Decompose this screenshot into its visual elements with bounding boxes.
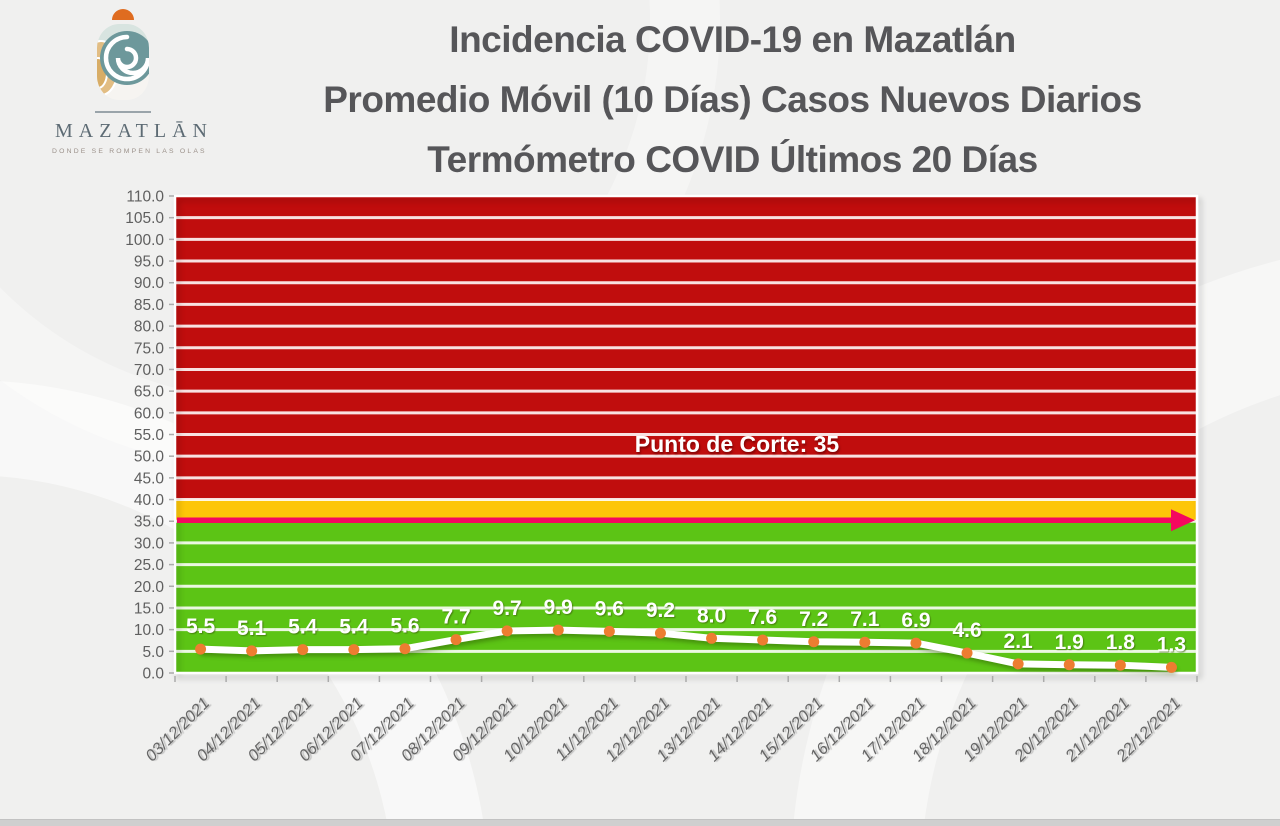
data-label: 9.6 [595,597,624,620]
data-point [501,625,513,637]
y-tick-label: 105.0 [125,210,164,227]
data-point [1114,659,1126,671]
data-label: 5.5 [186,615,216,638]
data-label: 4.6 [952,619,981,642]
data-point [1012,658,1024,670]
data-point [195,643,207,655]
data-point [859,636,871,648]
data-label: 5.4 [288,616,318,639]
y-tick-label: 95.0 [134,254,165,271]
cutoff-annotation: Punto de Corte: 35 [635,431,840,457]
y-tick-label: 65.0 [134,384,165,401]
title-line-1: Incidencia COVID-19 en Mazatlán [449,19,1016,60]
logo-name: MAZATLĀN [55,120,213,142]
y-tick-label: 55.0 [134,427,165,444]
y-tick-label: 30.0 [134,535,165,552]
data-label: 2.1 [1004,630,1034,653]
y-tick-label: 35.0 [134,514,165,531]
y-tick-label: 110.0 [126,189,164,206]
data-label: 5.1 [237,617,267,640]
data-point [757,634,769,646]
data-label: 9.7 [493,597,522,620]
data-point [552,624,564,636]
page-title: Incidencia COVID-19 en Mazatlán Promedio… [210,10,1255,190]
y-tick-label: 70.0 [134,362,165,379]
data-label: 5.4 [339,616,369,639]
data-label: 7.6 [748,606,777,629]
data-label: 9.9 [544,596,573,619]
y-tick-label: 90.0 [134,275,165,292]
bottom-strip [0,819,1280,826]
y-tick-label: 60.0 [134,405,165,422]
data-label: 7.1 [850,608,880,631]
data-point [297,644,309,656]
y-tick-label: 10.0 [134,622,165,639]
y-tick-label: 20.0 [134,579,165,596]
data-label: 7.2 [799,608,828,631]
data-label: 1.8 [1106,631,1136,654]
data-line [197,626,1175,671]
data-label: 7.7 [441,606,470,629]
data-label: 1.3 [1157,633,1186,656]
data-point [808,636,820,648]
data-label: 1.9 [1055,631,1084,654]
title-line-2: Promedio Móvil (10 Días) Casos Nuevos Di… [323,79,1142,120]
y-tick-label: 85.0 [134,297,165,314]
title-line-3: Termómetro COVID Últimos 20 Días [427,139,1038,180]
x-axis: 03/12/202104/12/202105/12/202106/12/2021… [142,676,1198,766]
y-tick-label: 100.0 [125,232,164,249]
y-axis: 0.0 5.0 10.0 15.0 20.0 25.0 30.0 35.0 40.0 45.0 50… [125,189,174,683]
data-point [1063,659,1075,671]
data-point [246,645,258,657]
data-label: 6.9 [901,609,930,632]
data-label: 8.0 [697,604,726,627]
data-point [706,632,718,644]
mazatlan-logo: MAZATLĀN DONDE SE ROMPEN LAS OLAS [50,6,213,155]
y-tick-label: 5.0 [142,644,164,661]
logo-tagline: DONDE SE ROMPEN LAS OLAS [52,148,207,155]
y-tick-label: 25.0 [134,557,165,574]
y-tick-label: 15.0 [134,600,165,617]
data-label: 9.2 [646,599,675,622]
shell-logo-icon [96,9,149,100]
data-point [1165,661,1177,673]
y-tick-label: 75.0 [134,340,165,357]
cutoff-arrowhead [1171,509,1195,532]
y-tick-label: 80.0 [134,319,165,336]
data-point [399,643,411,655]
y-tick-label: 50.0 [134,449,165,466]
y-tick-label: 45.0 [134,470,165,487]
data-point [450,634,462,646]
y-tick-label: 0.0 [142,666,164,683]
data-point [961,647,973,659]
data-point [348,644,360,656]
logo-divider [94,111,151,113]
data-label: 5.6 [390,615,419,638]
data-point [603,625,615,637]
data-point [910,637,922,649]
data-point [654,627,666,639]
y-tick-label: 40.0 [134,492,165,509]
